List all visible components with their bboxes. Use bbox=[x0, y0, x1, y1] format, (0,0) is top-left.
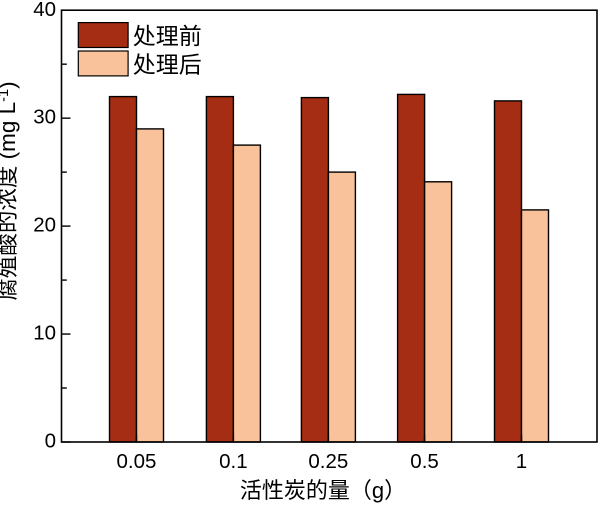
svg-text:处理后: 处理后 bbox=[133, 52, 202, 78]
svg-text:20: 20 bbox=[33, 214, 56, 237]
svg-text:30: 30 bbox=[33, 106, 56, 129]
svg-text:40: 40 bbox=[33, 0, 56, 21]
svg-text:1: 1 bbox=[516, 450, 527, 473]
svg-text:活性炭的量（g）: 活性炭的量（g） bbox=[240, 478, 406, 503]
svg-text:腐殖酸的浓度 (mg L-1): 腐殖酸的浓度 (mg L-1) bbox=[0, 81, 20, 300]
svg-text:0.5: 0.5 bbox=[410, 450, 439, 473]
svg-text:0.05: 0.05 bbox=[116, 450, 156, 473]
svg-text:处理前: 处理前 bbox=[133, 23, 202, 49]
svg-text:0: 0 bbox=[45, 430, 56, 453]
svg-text:0.1: 0.1 bbox=[219, 450, 248, 473]
svg-text:10: 10 bbox=[33, 322, 56, 345]
svg-text:0.25: 0.25 bbox=[308, 450, 348, 473]
